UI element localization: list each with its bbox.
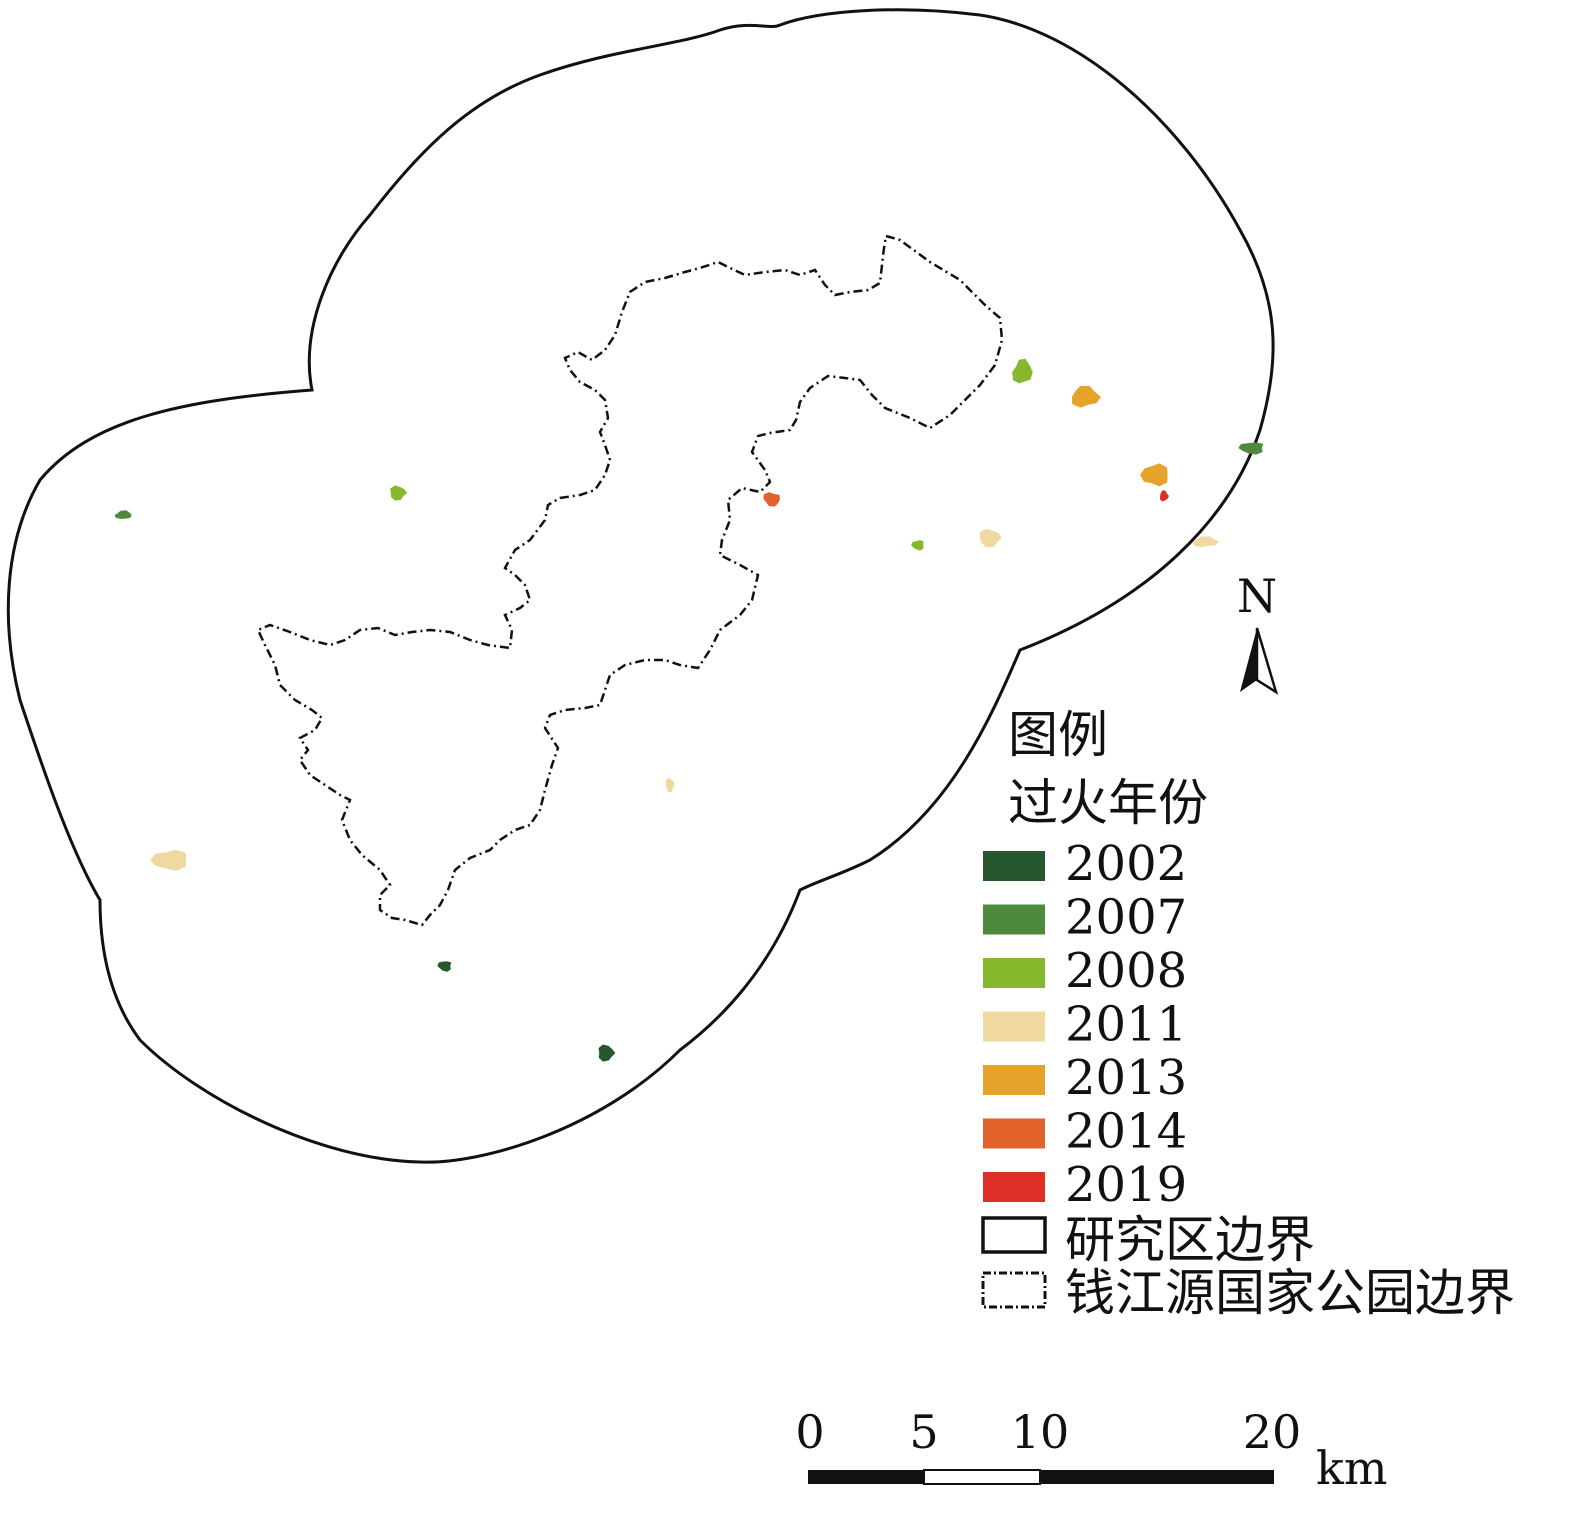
scale-tick-0: 0 <box>795 1405 824 1459</box>
burn-patch-2002 <box>437 961 452 972</box>
burn-patch-2007 <box>1238 442 1264 455</box>
burn-patch-2002 <box>598 1044 616 1062</box>
burn-patch-2007 <box>114 510 132 519</box>
north-arrow-icon <box>1240 628 1257 692</box>
scale-segment-5-10 <box>923 1469 1041 1485</box>
scale-tick-10: 10 <box>1011 1405 1070 1459</box>
legend-title: 图例 <box>1008 706 1108 764</box>
scale-tick-5: 5 <box>909 1405 938 1459</box>
burn-patch-2019 <box>1160 490 1169 502</box>
study-area-boundary <box>6 8 1275 1164</box>
legend-label-2008: 2008 <box>1065 943 1187 999</box>
burn-patch-2011 <box>1192 536 1219 548</box>
scale-segment-10-20 <box>1040 1470 1274 1484</box>
legend-label-2002: 2002 <box>1065 836 1187 892</box>
legend-swatch-2008 <box>983 958 1045 988</box>
legend-label-2007: 2007 <box>1065 890 1187 946</box>
north-arrow-label: N <box>1237 569 1277 623</box>
burn-patches <box>114 358 1264 1062</box>
scale-bar: 0 5 10 20 km <box>795 1405 1387 1495</box>
legend-swatch-2011 <box>983 1011 1045 1042</box>
burn-patch-2013 <box>1140 463 1168 487</box>
legend-label-2013: 2013 <box>1065 1050 1187 1106</box>
legend-swatch-2013 <box>983 1065 1045 1095</box>
burn-patch-2014 <box>763 492 780 507</box>
legend-label-2011: 2011 <box>1065 997 1187 1053</box>
legend-swatch-2002 <box>983 851 1045 881</box>
legend-swatch-2007 <box>983 904 1045 935</box>
legend-swatch-2019 <box>983 1172 1045 1202</box>
legend-subtitle: 过火年份 <box>1008 774 1208 832</box>
scale-unit: km <box>1316 1441 1388 1495</box>
legend-park-boundary-swatch <box>981 1271 1047 1309</box>
burn-patch-2011 <box>150 849 187 871</box>
burn-patch-2013 <box>1071 385 1101 408</box>
burn-patch-2011 <box>979 528 1002 548</box>
burn-patch-2011 <box>665 777 675 793</box>
legend-park-boundary-label: 钱江源国家公园边界 <box>1065 1264 1515 1322</box>
legend-swatch-2014 <box>983 1118 1045 1149</box>
north-arrow: N <box>1237 569 1279 695</box>
scale-segment-0-5 <box>808 1470 924 1484</box>
burn-patch-2008 <box>1012 358 1033 384</box>
burn-patch-2008 <box>390 485 408 501</box>
legend-label-2014: 2014 <box>1065 1104 1187 1160</box>
burn-patch-2008 <box>911 540 924 551</box>
legend-study-area-swatch <box>981 1216 1047 1254</box>
legend-study-area-label: 研究区边界 <box>1065 1211 1315 1269</box>
national-park-boundary <box>256 234 1004 927</box>
legend-label-2019: 2019 <box>1065 1157 1187 1213</box>
north-arrow-icon-right <box>1255 627 1279 695</box>
scale-tick-20: 20 <box>1243 1405 1302 1459</box>
